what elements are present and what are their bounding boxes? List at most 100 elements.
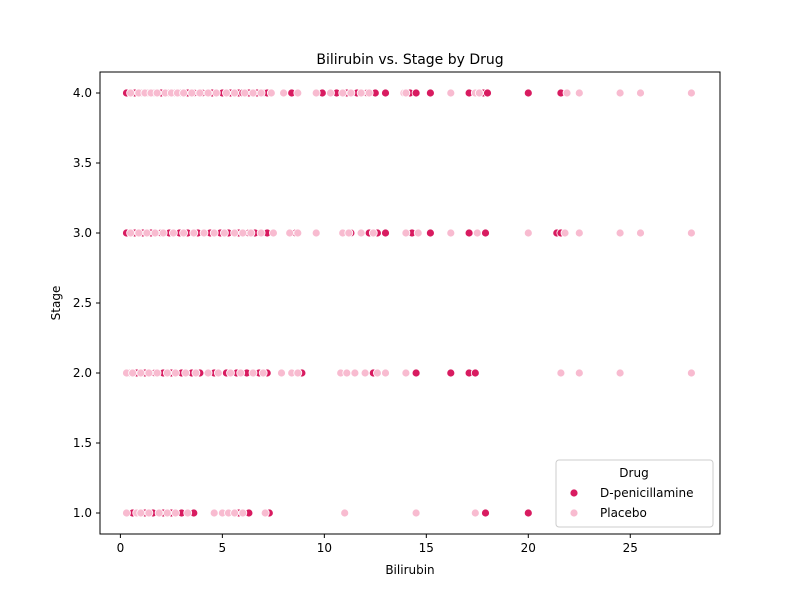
data-point <box>483 88 492 98</box>
legend-title: Drug <box>619 466 648 480</box>
legend-marker <box>569 488 579 498</box>
data-point <box>277 368 286 378</box>
data-point <box>144 508 154 518</box>
y-tick-label: 2.5 <box>73 296 92 310</box>
data-point <box>562 88 572 98</box>
chart-title: Bilirubin vs. Stage by Drug <box>316 52 503 68</box>
data-point <box>195 88 205 98</box>
data-point <box>158 228 168 238</box>
y-axis-label: Stage <box>49 286 63 321</box>
data-point <box>615 228 625 238</box>
data-point <box>344 228 354 238</box>
data-point <box>326 88 335 98</box>
data-point <box>279 88 289 98</box>
data-point <box>150 228 160 238</box>
data-point <box>246 228 256 238</box>
data-point <box>152 88 162 98</box>
data-point <box>356 88 366 98</box>
data-point <box>470 368 480 378</box>
data-point <box>636 228 645 238</box>
data-point <box>226 368 235 378</box>
x-tick-label: 5 <box>219 541 227 555</box>
legend-label: Placebo <box>600 506 647 520</box>
data-point <box>687 88 696 98</box>
data-point <box>240 88 250 98</box>
data-point <box>128 368 138 378</box>
data-point <box>238 508 248 518</box>
data-point <box>189 228 199 238</box>
data-point <box>126 228 136 238</box>
data-point <box>464 228 474 238</box>
data-point <box>560 228 570 238</box>
data-point <box>364 88 374 98</box>
x-tick-label: 20 <box>521 541 536 555</box>
data-point <box>360 368 370 378</box>
data-point <box>340 508 350 518</box>
data-point <box>183 508 193 518</box>
data-point <box>268 228 278 238</box>
data-point <box>342 368 352 378</box>
data-point <box>481 508 490 518</box>
data-point <box>191 368 201 378</box>
legend-box <box>555 459 714 528</box>
data-point <box>311 88 321 98</box>
data-point <box>311 228 321 238</box>
data-point <box>136 508 146 518</box>
data-point <box>523 228 533 238</box>
data-point <box>523 88 533 98</box>
data-point <box>134 228 144 238</box>
data-point <box>168 228 178 238</box>
data-point <box>248 368 258 378</box>
data-point <box>574 228 584 238</box>
data-point <box>411 508 421 518</box>
data-point <box>446 228 456 238</box>
data-point <box>236 368 246 378</box>
data-point <box>372 368 382 378</box>
legend-label: D-penicillamine <box>600 486 693 500</box>
data-point <box>179 228 189 238</box>
data-point <box>615 88 625 98</box>
x-tick-label: 0 <box>117 541 125 555</box>
data-point <box>425 228 435 238</box>
data-point <box>256 88 266 98</box>
data-point <box>472 228 482 238</box>
data-point <box>425 88 435 98</box>
data-point <box>181 368 191 378</box>
data-point <box>285 228 295 238</box>
data-point <box>171 508 180 518</box>
data-point <box>230 228 240 238</box>
data-point <box>687 368 696 378</box>
data-point <box>401 228 411 238</box>
data-point <box>401 88 411 98</box>
data-point <box>142 228 152 238</box>
data-point <box>203 368 213 378</box>
data-point <box>338 88 348 98</box>
data-point <box>219 228 229 238</box>
data-point <box>152 368 162 378</box>
data-point <box>346 88 356 98</box>
x-tick-label: 15 <box>419 541 434 555</box>
data-point <box>213 368 223 378</box>
data-point <box>162 508 172 518</box>
data-point <box>446 368 456 378</box>
y-tick-label: 1.0 <box>73 506 92 520</box>
data-point <box>411 88 421 98</box>
data-point <box>687 228 696 238</box>
data-point <box>356 228 366 238</box>
data-point <box>381 368 390 378</box>
data-point <box>574 368 584 378</box>
data-point <box>136 368 146 378</box>
data-point <box>413 228 423 238</box>
y-tick-label: 2.0 <box>73 366 92 380</box>
data-point <box>221 88 231 98</box>
y-tick-label: 3.5 <box>73 156 92 170</box>
data-point <box>381 228 390 238</box>
data-point <box>350 368 360 378</box>
data-point <box>615 368 625 378</box>
data-point <box>523 508 533 518</box>
data-point <box>256 228 266 238</box>
data-point <box>368 228 378 238</box>
data-point <box>203 88 213 98</box>
data-point <box>126 88 136 98</box>
data-point <box>260 508 270 518</box>
